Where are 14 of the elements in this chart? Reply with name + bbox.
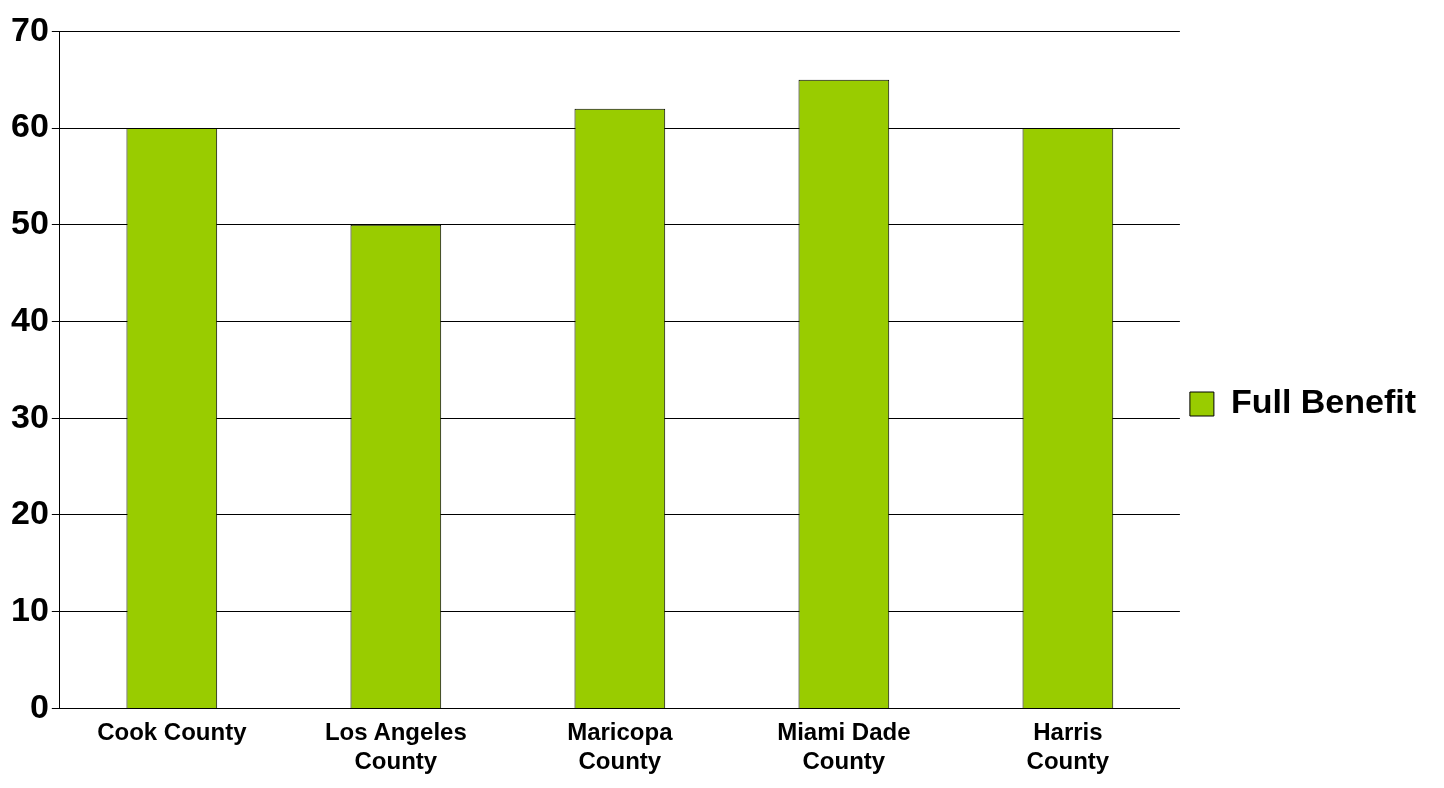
y-tick-label: 70 [10, 9, 49, 48]
legend-label: Full Benefit [1230, 382, 1416, 421]
x-tick-label: Cook County [97, 718, 248, 746]
y-tick-label: 30 [10, 396, 49, 435]
y-tick-label: 10 [10, 590, 49, 629]
y-tick-label: 50 [10, 203, 49, 242]
y-tick-label: 0 [29, 686, 49, 725]
y-tick-label: 60 [10, 106, 49, 145]
x-tick-label: Maricopa County [567, 718, 674, 775]
y-tick-label: 20 [10, 493, 49, 532]
x-tick-label: Miami Dade County [777, 718, 911, 775]
y-tick-label: 40 [10, 299, 49, 338]
x-tick-label: Harris County [1026, 718, 1110, 775]
x-tick-label: Los Angeles County [324, 718, 467, 775]
